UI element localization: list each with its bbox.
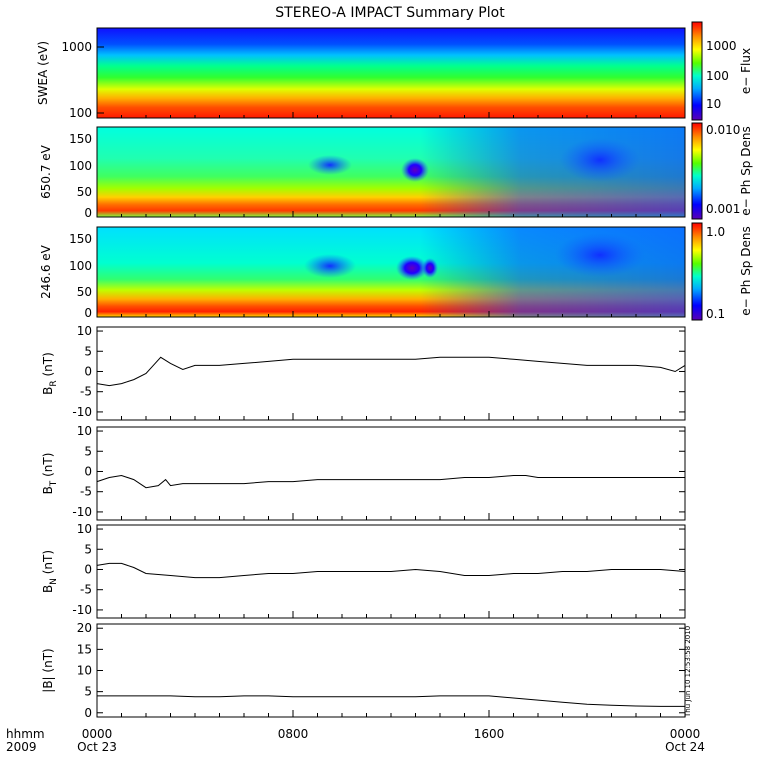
ytick-label: -10 — [72, 505, 92, 519]
pad-650-ytick-150: 150 — [69, 132, 92, 146]
magnetic-field-panels: -10 -5 0 5 10 BR (nT) -10 -5 0 5 10 BT (nT) -10 -5 0 5 1… — [41, 112, 686, 720]
xtick-label-time: 0000 — [82, 727, 113, 741]
colorbar-2-tick-1: 0.001 — [706, 202, 740, 216]
series-line — [97, 695, 685, 707]
ytick-label: -5 — [80, 385, 92, 399]
ytick-label: 10 — [77, 424, 92, 438]
ytick-label: 10 — [77, 664, 92, 678]
panel-ylabel: |B| (nT) — [41, 648, 55, 692]
series-line — [96, 474, 685, 489]
ytick-label: 0 — [84, 464, 92, 478]
ytick-label: 15 — [77, 642, 92, 656]
pad-650-panel: 650.7 eV 150 100 50 0 — [39, 126, 686, 220]
colorbar-1-tick-1: 100 — [706, 69, 729, 83]
panel-bnt: 0 5 10 15 20 |B| (nT) — [41, 621, 686, 720]
swea-ytick-100: 100 — [69, 106, 92, 120]
xtick-label-time: 0000 — [670, 727, 701, 741]
ytick-label: 5 — [84, 685, 92, 699]
panel-brnt: -10 -5 0 5 10 BR (nT) — [41, 324, 686, 421]
pad-246-ytick-0: 0 — [84, 306, 92, 320]
panel-frame — [96, 426, 686, 521]
ytick-label: 5 — [84, 444, 92, 458]
colorbar-1: 1000 100 10 e− Flux — [691, 21, 753, 121]
plot-title: STEREO-A IMPACT Summary Plot — [275, 5, 505, 21]
series-line — [96, 562, 686, 579]
xtick-label-time: 0800 — [278, 727, 309, 741]
colorbar-3-label: e− Ph Sp Dens — [739, 226, 753, 315]
panel-ylabel: BT (nT) — [41, 453, 59, 495]
ytick-label: 0 — [84, 562, 92, 576]
colorbar-2-tick-0: 0.010 — [706, 123, 740, 137]
ytick-label: 5 — [84, 542, 92, 556]
panel-frame — [96, 623, 686, 718]
colorbar-1-label: e− Flux — [739, 48, 753, 94]
panel-ylabel: BN (nT) — [41, 550, 59, 593]
colorbar-3-tick-0: 1.0 — [706, 225, 725, 239]
colorbar-2: 0.010 0.001 e− Ph Sp Dens — [691, 122, 753, 220]
panel-ylabel: BR (nT) — [41, 352, 59, 395]
pad-246-panel: 246.6 eV 150 100 50 0 — [39, 226, 686, 320]
ytick-label: 0 — [84, 706, 92, 720]
pad-650-ylabel: 650.7 eV — [39, 144, 53, 199]
timestamp: Thu Jun 10 12:53:58 2010 — [684, 626, 692, 718]
panel-bnnt: -10 -5 0 5 10 BN (nT) — [41, 522, 686, 619]
colorbar-3: 1.0 0.1 e− Ph Sp Dens — [691, 222, 753, 321]
swea-ytick-1000: 1000 — [61, 40, 92, 54]
ytick-label: 20 — [77, 621, 92, 635]
colorbar-1-tick-2: 10 — [706, 97, 721, 111]
colorbar-1-tick-0: 1000 — [706, 39, 737, 53]
ytick-label: 5 — [84, 344, 92, 358]
ytick-label: 10 — [77, 522, 92, 536]
time-label-line1: hhmm — [6, 727, 45, 741]
xtick-label-date: Oct 23 — [77, 740, 117, 754]
ytick-label: 0 — [84, 364, 92, 378]
colorbar-3-tick-1: 0.1 — [706, 307, 725, 321]
ytick-label: 10 — [77, 324, 92, 338]
pad-246-ytick-100: 100 — [69, 259, 92, 273]
swea-panel: SWEA (eV) 1000 100 — [36, 27, 686, 120]
ytick-label: -5 — [80, 583, 92, 597]
pad-650-ytick-50: 50 — [77, 185, 92, 199]
pad-650-ytick-0: 0 — [84, 206, 92, 220]
panel-btnt: -10 -5 0 5 10 BT (nT) — [41, 424, 686, 521]
pad-246-ytick-150: 150 — [69, 232, 92, 246]
time-label-line2: 2009 — [6, 740, 37, 754]
pad-650-ytick-100: 100 — [69, 159, 92, 173]
pad-246-ytick-50: 50 — [77, 285, 92, 299]
pad-246-ylabel: 246.6 eV — [39, 244, 53, 299]
panel-frame — [96, 326, 686, 421]
colorbar-2-label: e− Ph Sp Dens — [739, 126, 753, 215]
ytick-label: -10 — [72, 603, 92, 617]
series-line — [96, 356, 686, 387]
xtick-label-date: Oct 24 — [665, 740, 705, 754]
ytick-label: -10 — [72, 405, 92, 419]
xtick-label-time: 1600 — [474, 727, 505, 741]
swea-ylabel: SWEA (eV) — [36, 41, 50, 105]
ytick-label: -5 — [80, 485, 92, 499]
